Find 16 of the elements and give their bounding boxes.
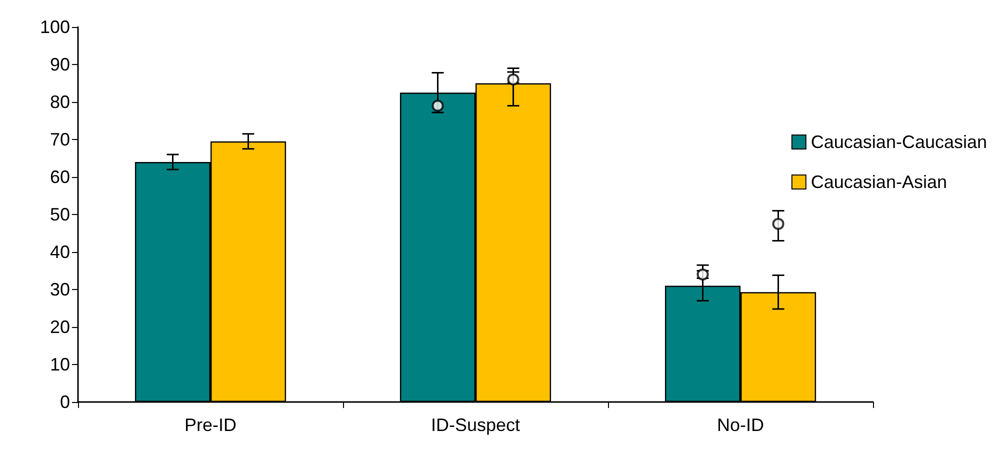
y-tick-label: 80 [50,92,70,112]
y-tick-label: 20 [50,317,70,337]
y-tick-label: 90 [50,54,70,74]
y-tick-label: 70 [50,130,70,150]
y-tick-label: 10 [50,354,70,374]
legend-label: Caucasian-Caucasian [810,132,988,152]
x-tick-label: ID-Suspect [430,415,520,435]
y-tick-label: 60 [50,167,70,187]
y-tick-label: 40 [50,242,70,262]
y-tick-label: 30 [50,280,70,300]
y-tick-label: 100 [40,17,70,37]
x-tick-label: Pre-ID [184,415,237,435]
legend-label: Caucasian-Asian [810,172,947,192]
x-tick-label: No-ID [716,415,764,435]
y-tick-label: 50 [50,204,70,224]
y-tick-label: 0 [60,392,70,412]
